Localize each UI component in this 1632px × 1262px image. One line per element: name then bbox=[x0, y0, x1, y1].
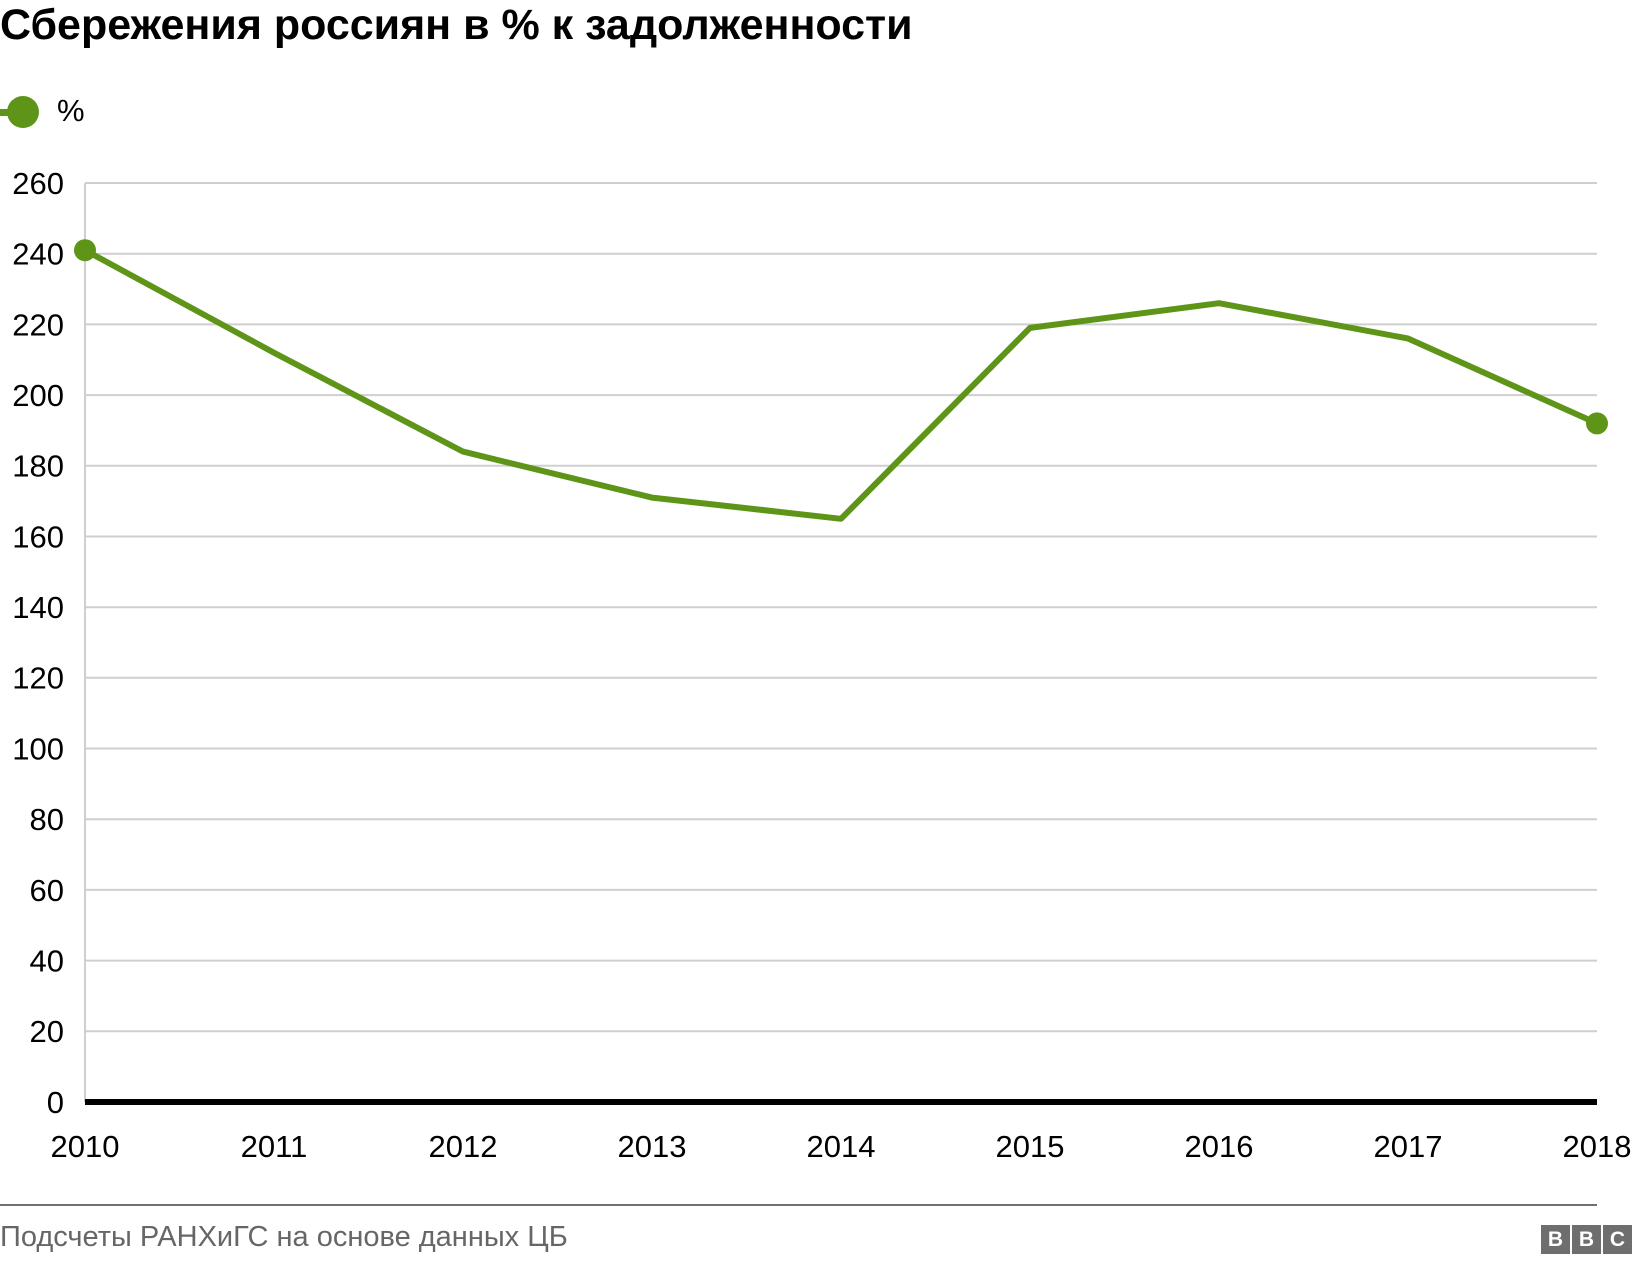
svg-text:2014: 2014 bbox=[807, 1129, 876, 1164]
svg-text:240: 240 bbox=[12, 237, 64, 272]
svg-text:2017: 2017 bbox=[1374, 1129, 1443, 1164]
svg-text:2012: 2012 bbox=[429, 1129, 498, 1164]
svg-text:40: 40 bbox=[30, 943, 64, 978]
svg-text:100: 100 bbox=[12, 731, 64, 766]
legend-dot-icon bbox=[7, 96, 39, 128]
svg-text:220: 220 bbox=[12, 307, 64, 342]
footer-divider bbox=[0, 1204, 1597, 1206]
svg-text:80: 80 bbox=[30, 802, 64, 837]
svg-text:200: 200 bbox=[12, 378, 64, 413]
chart-title: Сбережения россиян в % к задолженности bbox=[0, 1, 913, 49]
bbc-logo-letter: B bbox=[1572, 1225, 1601, 1254]
svg-text:160: 160 bbox=[12, 519, 64, 554]
svg-text:140: 140 bbox=[12, 590, 64, 625]
svg-text:2016: 2016 bbox=[1185, 1129, 1254, 1164]
bbc-logo-letter: C bbox=[1603, 1225, 1632, 1254]
svg-text:260: 260 bbox=[12, 166, 64, 201]
source-attribution: Подсчеты РАНХиГС на основе данных ЦБ bbox=[0, 1221, 568, 1253]
svg-text:180: 180 bbox=[12, 449, 64, 484]
svg-text:2011: 2011 bbox=[241, 1129, 308, 1164]
bbc-logo-letter: B bbox=[1541, 1225, 1570, 1254]
svg-text:2010: 2010 bbox=[51, 1129, 120, 1164]
svg-text:2015: 2015 bbox=[996, 1129, 1065, 1164]
svg-text:120: 120 bbox=[12, 661, 64, 696]
svg-text:0: 0 bbox=[47, 1085, 64, 1120]
svg-text:2013: 2013 bbox=[618, 1129, 687, 1164]
svg-text:60: 60 bbox=[30, 873, 64, 908]
svg-text:2018: 2018 bbox=[1563, 1129, 1632, 1164]
legend-series-label: % bbox=[57, 93, 85, 128]
svg-text:20: 20 bbox=[30, 1014, 64, 1049]
bbc-logo: B B C bbox=[1541, 1225, 1632, 1254]
